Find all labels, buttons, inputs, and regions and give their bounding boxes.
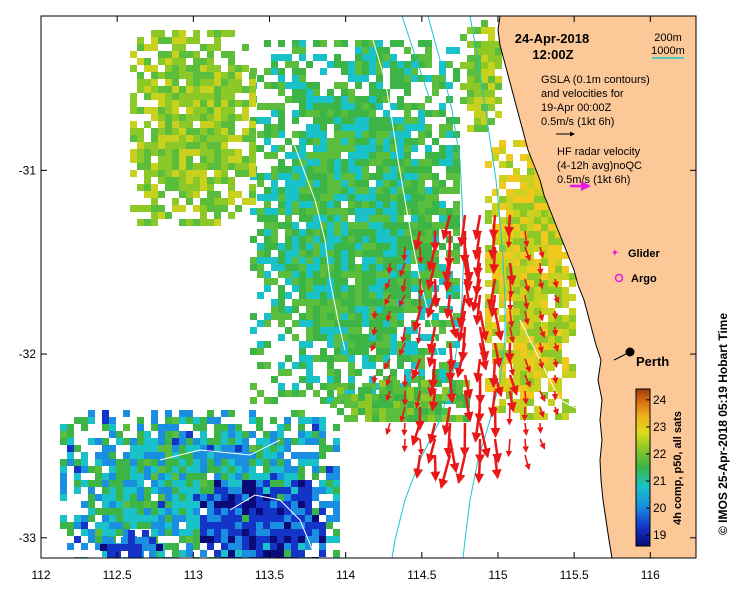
- perth-leader-line: [613, 351, 631, 361]
- colorbar-ticks: 24 23 22 21 20 19: [646, 393, 667, 542]
- x-tick-label: 113: [184, 568, 203, 582]
- x-tick-label: 116: [641, 568, 660, 582]
- gsla-legend-line2: and velocities for: [541, 88, 624, 100]
- legend-1000m: 1000m: [651, 45, 685, 57]
- x-tick-label: 115.5: [560, 568, 589, 582]
- legend-200m: 200m: [654, 32, 682, 44]
- gsla-legend-line3: 19-Apr 00:00Z: [541, 102, 612, 114]
- x-tick-label: 114: [336, 568, 355, 582]
- perth-label: Perth: [636, 354, 669, 369]
- credit-text: © IMOS 25-Apr-2018 05:19 Hobart Time: [716, 313, 730, 535]
- x-tick-label: 112.5: [103, 568, 132, 582]
- colorbar-tick-label: 19: [653, 528, 667, 542]
- y-tick-label: -31: [19, 163, 37, 177]
- plot-frame: [40, 15, 697, 559]
- argo-label: Argo: [631, 273, 657, 285]
- colorbar-tick-label: 23: [653, 420, 667, 434]
- colorbar-tick-label: 21: [653, 474, 667, 488]
- colorbar-tick-label: 20: [653, 501, 667, 515]
- hf-legend-line1: HF radar velocity: [557, 146, 641, 158]
- argo-icon: [614, 273, 624, 283]
- colorbar-title: 4h comp, p50, all sats: [672, 411, 684, 525]
- title-time: 12:00Z: [532, 47, 573, 62]
- x-tick-label: 112: [31, 568, 50, 582]
- contour-200m: [462, 16, 506, 558]
- x-tick-label: 114.5: [407, 568, 436, 582]
- colorbar-tick-label: 24: [653, 393, 667, 407]
- x-tick-label: 115: [488, 568, 507, 582]
- colorbar-tick-label: 22: [653, 447, 667, 461]
- y-tick-label: -32: [19, 347, 37, 361]
- hf-radar-arrows: [370, 214, 560, 490]
- title-date: 24-Apr-2018: [515, 31, 589, 46]
- colorbar: [635, 388, 651, 547]
- gsla-legend-scale: 0.5m/s (1kt 6h): [541, 116, 614, 128]
- gsla-legend-line1: GSLA (0.1m contours): [541, 74, 650, 86]
- glider-icon: ✦: [611, 248, 619, 259]
- axes: 112 112.5 113 113.5 114 114.5 115 115.5 116 -31 -3…: [19, 16, 696, 582]
- glider-label: Glider: [628, 248, 661, 260]
- x-tick-label: 113.5: [255, 568, 284, 582]
- hf-legend-line2: (4-12h avg)noQC: [557, 160, 642, 172]
- hf-legend-scale: 0.5m/s (1kt 6h): [557, 174, 630, 186]
- y-tick-label: -33: [19, 531, 37, 545]
